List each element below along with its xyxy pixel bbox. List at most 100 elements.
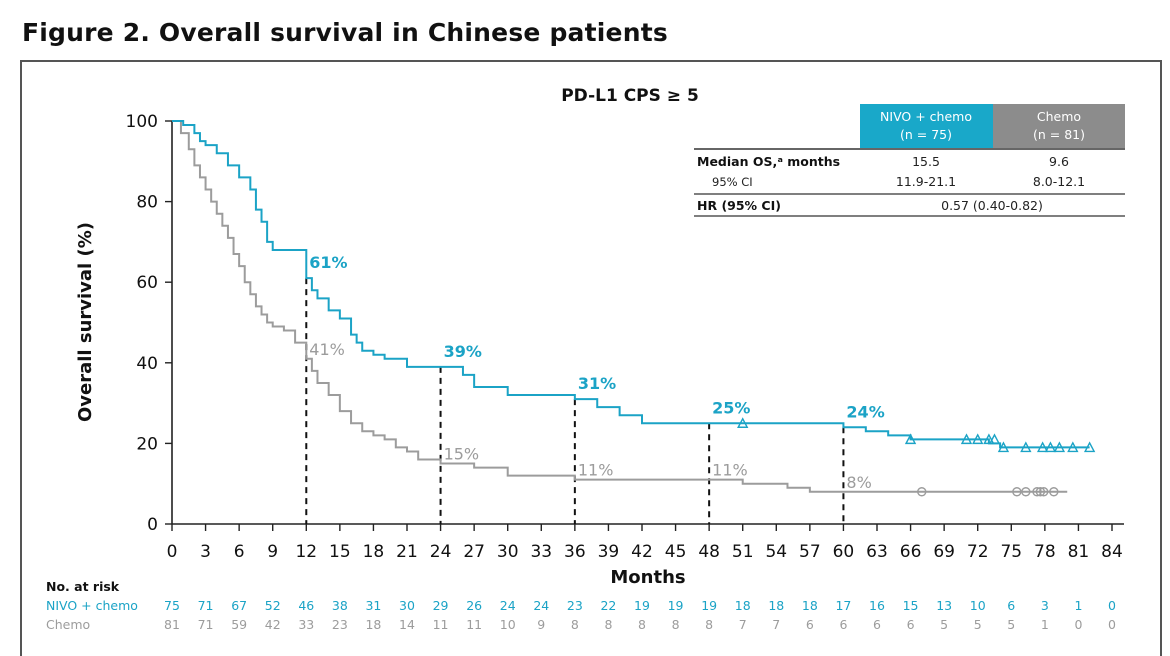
x-tick-label: 3 [200, 542, 211, 562]
risk-count-chemo: 8 [571, 617, 579, 632]
median-os-label: Median OS,ᵃ months [697, 154, 840, 169]
risk-count-nivo: 18 [768, 598, 784, 613]
risk-count-nivo: 30 [399, 598, 415, 613]
risk-count-nivo: 71 [198, 598, 214, 613]
censor-triangle-nivo [1067, 441, 1079, 453]
figure-title: Figure 2. Overall survival in Chinese pa… [22, 18, 668, 47]
risk-count-chemo: 42 [265, 617, 281, 632]
y-tick-label: 40 [136, 354, 158, 374]
censor-triangle-nivo [997, 441, 1010, 453]
risk-count-chemo: 6 [907, 617, 915, 632]
nivo-survival-curve [172, 120, 1090, 449]
censor-triangle-nivo [972, 433, 984, 445]
censor-circle-chemo [1035, 487, 1046, 497]
censor-circle-chemo [1049, 487, 1059, 497]
risk-count-chemo: 6 [806, 617, 814, 632]
risk-count-chemo: 0 [1108, 617, 1116, 632]
risk-count-chemo: 23 [332, 617, 348, 632]
x-tick-label: 9 [267, 542, 278, 562]
risk-count-chemo: 11 [433, 617, 449, 632]
risk-count-nivo: 16 [869, 598, 885, 613]
censor-triangle-nivo [988, 433, 1001, 445]
x-tick-label: 24 [430, 542, 452, 562]
censor-marks [737, 417, 1096, 497]
x-tick-label: 84 [1101, 542, 1123, 562]
risk-count-chemo: 33 [298, 617, 314, 632]
risk-count-nivo: 24 [533, 598, 549, 613]
censor-circle-chemo [917, 487, 927, 497]
hr-value: 0.57 (0.40-0.82) [941, 198, 1043, 213]
x-tick-label: 6 [234, 542, 245, 562]
chemo-header-cell [993, 104, 1125, 148]
x-tick-label: 66 [900, 542, 922, 562]
x-tick-label: 51 [732, 542, 754, 562]
risk-count-chemo: 5 [974, 617, 982, 632]
x-tick-label: 60 [833, 542, 855, 562]
ci-label: 95% CI [712, 175, 753, 189]
risk-count-nivo: 29 [433, 598, 449, 613]
x-tick-label: 72 [967, 542, 989, 562]
risk-count-chemo: 71 [198, 617, 214, 632]
figure-frame [20, 60, 1162, 656]
risk-count-chemo: 14 [399, 617, 415, 632]
x-tick-label: 45 [665, 542, 687, 562]
x-axis-ticks: 0 3 6 9 12 15 18 21 24 27 30 33 36 39 42 45 48 51 54 57 60 63… [167, 524, 1123, 562]
risk-count-chemo: 59 [231, 617, 247, 632]
risk-count-nivo: 15 [903, 598, 919, 613]
y-axis-label: Overall survival (%) [75, 222, 96, 422]
censor-triangle-nivo [960, 433, 973, 445]
censor-circle-chemo [1012, 487, 1022, 497]
x-tick-label: 81 [1068, 542, 1090, 562]
risk-count-chemo: 1 [1041, 617, 1049, 632]
milestone-label-chemo: 41% [309, 340, 345, 359]
risk-count-nivo: 52 [265, 598, 281, 613]
censor-triangle-nivo [904, 433, 917, 445]
y-tick-label: 80 [136, 193, 158, 213]
hr-label: HR (95% CI) [697, 198, 781, 213]
risk-count-nivo: 17 [835, 598, 851, 613]
risk-count-nivo: 19 [634, 598, 650, 613]
x-tick-label: 42 [631, 542, 653, 562]
risk-count-chemo: 6 [839, 617, 847, 632]
risk-count-nivo: 18 [802, 598, 818, 613]
censor-triangle-nivo [983, 433, 995, 445]
risk-count-chemo: 8 [705, 617, 713, 632]
censor-circle-chemo [1032, 487, 1042, 497]
x-tick-label: 18 [363, 542, 385, 562]
censor-circle-chemo [1021, 487, 1031, 497]
risk-count-nivo: 19 [668, 598, 684, 613]
x-tick-label: 12 [295, 542, 317, 562]
risk-count-chemo: 0 [1074, 617, 1082, 632]
risk-count-nivo: 46 [298, 598, 314, 613]
risk-count-chemo: 7 [739, 617, 747, 632]
risk-row-chemo: 81 71 59 42 33 23 18 14 11 11 10 9 8 8 8 8 8 7 7 6 6 6 6 5 5 5 1 0 0 [164, 617, 1116, 632]
nivo-header-line2: (n = 75) [900, 127, 952, 142]
x-axis-label: Months [610, 567, 685, 588]
risk-count-chemo: 8 [638, 617, 646, 632]
censor-triangle-nivo [1044, 441, 1057, 453]
risk-count-nivo: 23 [567, 598, 583, 613]
nivo-header-cell [860, 104, 993, 148]
y-axis-ticks: 0 20 40 60 80 100 [126, 112, 172, 535]
risk-table-title: No. at risk [46, 579, 120, 594]
legend-table: NIVO + chemo (n = 75) Chemo (n = 81) Med… [694, 104, 1125, 217]
censor-triangle-nivo [737, 417, 749, 428]
median-os-nivo: 15.5 [912, 154, 940, 169]
milestone-label-chemo: 11% [712, 461, 748, 480]
chemo-survival-curve [172, 120, 1068, 493]
milestone-label-nivo: 24% [846, 402, 884, 421]
risk-count-nivo: 19 [701, 598, 717, 613]
chart-subtitle: PD-L1 CPS ≥ 5 [561, 86, 699, 106]
x-tick-label: 33 [530, 542, 552, 562]
x-tick-label: 57 [799, 542, 821, 562]
risk-count-chemo: 5 [940, 617, 948, 632]
x-tick-label: 30 [497, 542, 519, 562]
censor-triangle-nivo [1020, 441, 1032, 453]
risk-count-nivo: 26 [466, 598, 482, 613]
x-tick-label: 69 [933, 542, 955, 562]
risk-count-chemo: 5 [1007, 617, 1015, 632]
milestone-label-chemo: 8% [846, 473, 871, 492]
risk-count-nivo: 6 [1007, 598, 1015, 613]
x-tick-label: 15 [329, 542, 351, 562]
